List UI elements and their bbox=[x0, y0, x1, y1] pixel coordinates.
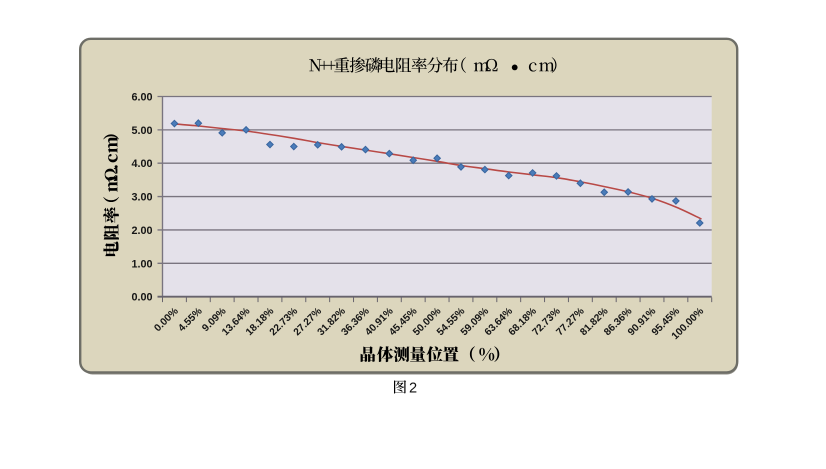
svg-text:5.00: 5.00 bbox=[131, 125, 152, 137]
svg-text:4.00: 4.00 bbox=[131, 158, 152, 170]
svg-text:6.00: 6.00 bbox=[131, 92, 152, 104]
svg-text:2.00: 2.00 bbox=[131, 225, 152, 237]
svg-text:1.00: 1.00 bbox=[131, 258, 152, 270]
svg-text:0.00: 0.00 bbox=[131, 292, 152, 304]
svg-text:2: 2 bbox=[409, 380, 417, 396]
svg-text:3.00: 3.00 bbox=[131, 192, 152, 204]
